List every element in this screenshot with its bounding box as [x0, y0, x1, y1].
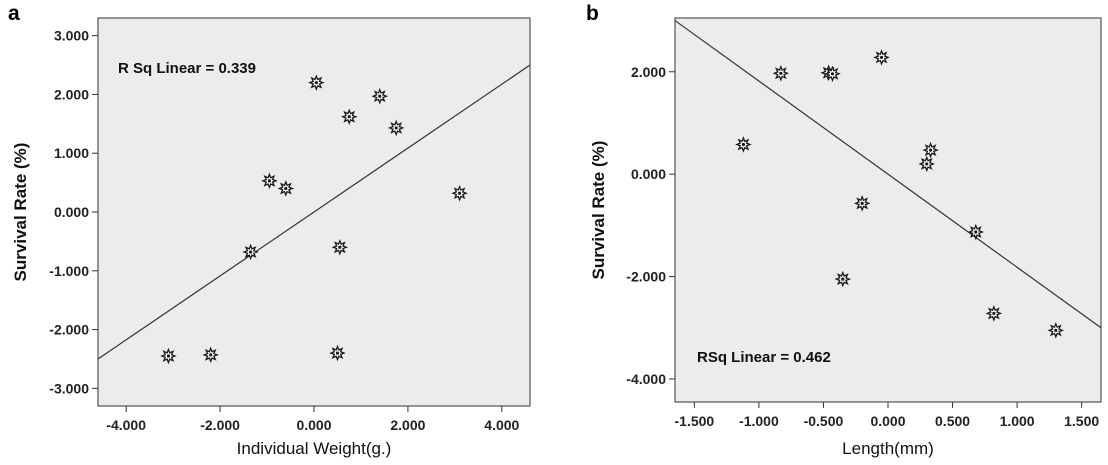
chart-a-y-tick-label: 1.000	[54, 145, 89, 161]
chart-b-x-tick-label: 0.500	[935, 413, 970, 429]
chart-a-y-tick-label: -3.000	[49, 380, 89, 396]
chart-b-x-tick-label: 1.500	[1064, 413, 1099, 429]
chart-b-x-tick-label: 0.000	[870, 413, 905, 429]
chart-b-point-center	[925, 162, 929, 166]
chart-a-y-tick-label: -2.000	[49, 322, 89, 338]
chart-b-point	[967, 223, 985, 241]
chart-b-point-center	[830, 72, 835, 76]
chart-a-x-axis-label: Individual Weight(g.)	[237, 439, 392, 458]
chart-a-point-center	[457, 191, 462, 195]
chart-b-point-center	[879, 55, 884, 60]
chart-b-point	[918, 155, 936, 173]
chart-a-x-tick-label: -2.000	[200, 417, 240, 433]
chart-a-point	[160, 347, 177, 365]
chart-a-y-tick-label: 0.000	[54, 204, 89, 220]
chart-a-point	[329, 344, 346, 362]
chart-a-y-tick-label: 2.000	[54, 86, 89, 102]
chart-b-point	[735, 136, 752, 153]
chart-b-point	[922, 141, 939, 159]
chart-a-x-tick-label: 4.000	[484, 417, 519, 433]
chart-a-y-axis-label: Survival Rate (%)	[11, 143, 30, 282]
chart-a-point-center	[249, 250, 253, 254]
chart-a-point	[242, 243, 259, 261]
chart-b-y-axis-label: Survival Rate (%)	[589, 141, 608, 280]
chart-b-y-tick-label: -2.000	[626, 269, 666, 285]
chart-a-point	[202, 346, 219, 364]
chart-a-x-tick-label: 0.000	[296, 417, 331, 433]
chart-a-point	[277, 180, 295, 197]
chart-b-rsq-label: RSq Linear = 0.462	[697, 349, 831, 366]
chart-b-point	[824, 65, 841, 83]
chart-b-x-axis-label: Length(mm)	[842, 439, 934, 458]
chart-b-point	[834, 270, 852, 288]
chart-b-point-center	[779, 71, 783, 75]
chart-b-point-center	[741, 142, 746, 147]
chart-a-point-center	[314, 81, 318, 85]
chart-a-x-tick-label: -4.000	[106, 417, 146, 433]
chart-b-x-tick-label: -1.000	[739, 413, 779, 429]
chart-b-point	[985, 305, 1003, 322]
chart-a-point	[387, 119, 405, 137]
chart-a-y-tick-label: -1.000	[49, 263, 89, 279]
panel-letter-a: a	[8, 2, 20, 25]
chart-a-point	[371, 87, 389, 105]
chart-b-plot-area	[674, 17, 1102, 403]
chart-a-point	[331, 238, 349, 256]
chart-b-point	[853, 195, 871, 212]
chart-b-point-center	[974, 230, 978, 234]
chart-a-point	[261, 172, 278, 190]
chart-a-point-center	[267, 179, 271, 183]
chart-a-y-tick-label: 3.000	[54, 28, 89, 44]
chart-a-point-center	[209, 353, 213, 357]
chart-b-point-center	[860, 201, 864, 205]
chart-a-point-center	[394, 126, 398, 130]
chart-b-point-center	[929, 148, 933, 152]
chart-b-point	[1047, 322, 1065, 339]
chart-a-point-center	[338, 245, 342, 249]
panel-letter-b: b	[586, 2, 599, 25]
chart-b-point-center	[992, 311, 996, 316]
chart-b-y-tick-label: 2.000	[631, 64, 666, 80]
chart-a-point-center	[335, 351, 340, 355]
chart-a-point-center	[378, 94, 382, 98]
chart-b-point-center	[841, 277, 845, 281]
chart-b-point-center	[1054, 328, 1058, 332]
chart-b-x-tick-label: 1.000	[1000, 413, 1035, 429]
chart-a-point	[308, 74, 325, 91]
chart-b-point	[772, 65, 790, 82]
chart-b-y-tick-label: -4.000	[626, 371, 666, 387]
chart-a-point	[340, 108, 358, 126]
chart-a-point-center	[347, 115, 351, 119]
chart-a-fit-line	[98, 64, 530, 360]
chart-a-x-tick-label: 2.000	[390, 417, 425, 433]
chart-b-x-tick-label: -1.500	[675, 413, 715, 429]
chart-b-point	[873, 49, 890, 66]
chart-a-point-center	[284, 186, 288, 191]
chart-b-x-tick-label: -0.500	[804, 413, 844, 429]
chart-a-rsq-label: R Sq Linear = 0.339	[118, 60, 256, 77]
chart-a-point-center	[166, 354, 171, 358]
chart-b-fit-line	[675, 20, 1101, 329]
chart-a-point	[451, 184, 468, 202]
chart-b-y-tick-label: 0.000	[631, 166, 666, 182]
